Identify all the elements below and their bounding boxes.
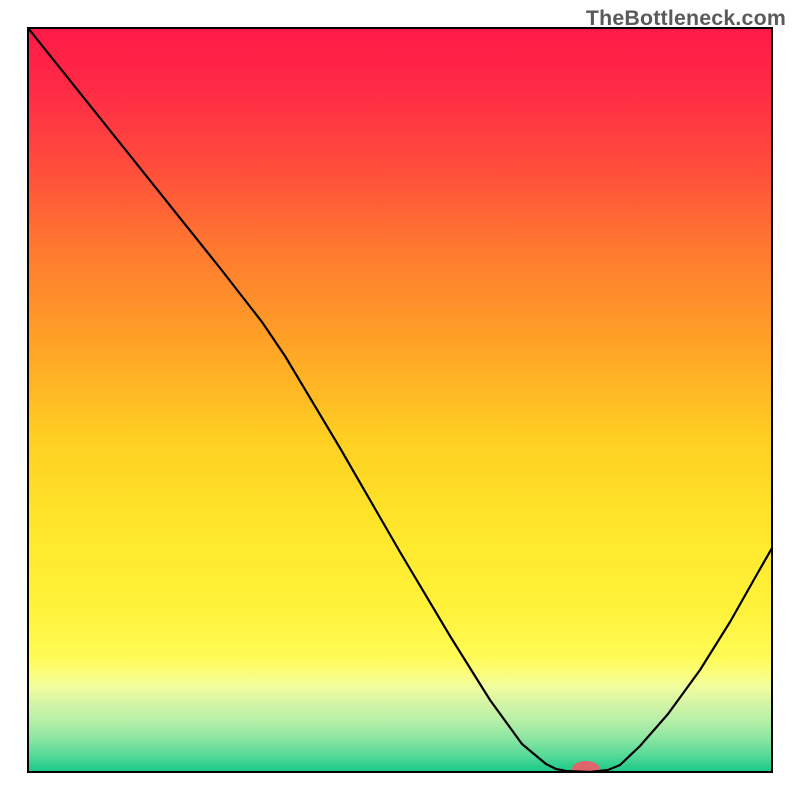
gradient-background (28, 28, 772, 772)
watermark-text: TheBottleneck.com (586, 6, 786, 31)
optimal-marker (572, 761, 600, 777)
chart-svg (0, 0, 800, 800)
chart-root: TheBottleneck.com (0, 0, 800, 800)
